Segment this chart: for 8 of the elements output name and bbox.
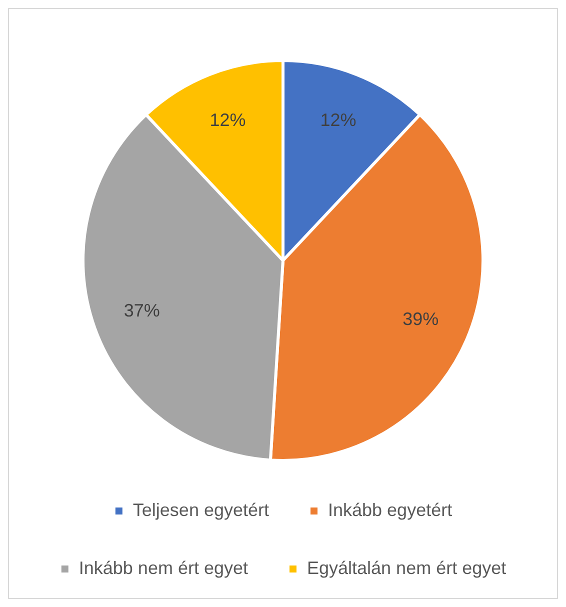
data-label: 12% (210, 110, 246, 130)
legend-label: Teljesen egyetért (132, 500, 270, 520)
legend-label: Inkább nem ért egyet (78, 558, 248, 578)
data-label: 39% (402, 309, 439, 330)
data-label: 37% (124, 300, 160, 320)
legend-label: Inkább egyetért (328, 500, 452, 520)
legend-label: Egyáltalán nem ért egyet (306, 558, 506, 578)
data-label: 12% (320, 110, 356, 130)
